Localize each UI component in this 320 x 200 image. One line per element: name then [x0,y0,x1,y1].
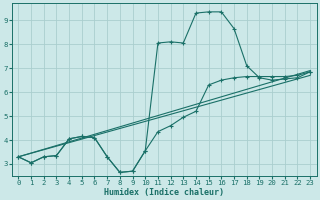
X-axis label: Humidex (Indice chaleur): Humidex (Indice chaleur) [104,188,224,197]
